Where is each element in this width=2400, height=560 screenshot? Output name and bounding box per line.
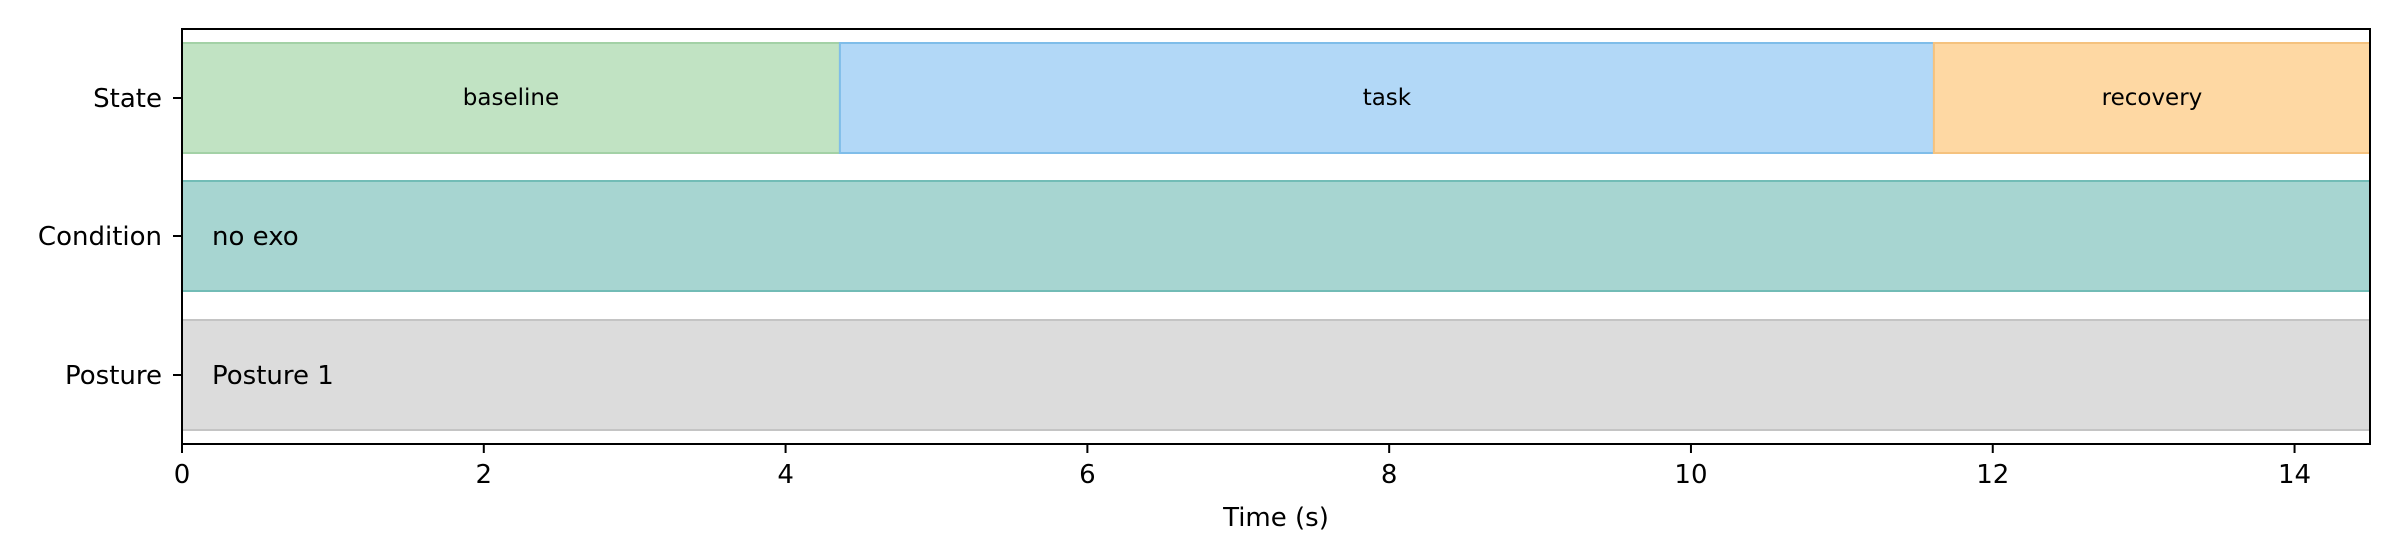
condition-segment-label: no exo [212,222,299,252]
segments-layer: baseline task recovery no exo Posture 1 [181,42,2371,431]
y-tick-label-state: State [93,84,162,114]
x-tick-label: 0 [174,460,191,490]
state-segment-label: recovery [2102,85,2203,111]
x-tick-label: 12 [1976,460,2009,490]
y-axis: State Condition Posture [38,84,182,391]
posture-segment-bar [181,319,2371,431]
x-axis: 0 2 4 6 8 10 12 14 [174,444,2311,490]
x-tick-label: 2 [476,460,493,490]
y-tick-label-posture: Posture [65,361,162,391]
x-tick-label: 14 [2278,460,2311,490]
x-tick-label: 6 [1079,460,1096,490]
x-tick-label: 8 [1381,460,1398,490]
state-segment-label: task [1363,85,1412,111]
state-segment-bar [181,42,841,154]
x-tick-label: 10 [1674,460,1707,490]
y-tick-label-condition: Condition [38,222,162,252]
x-tick-label: 4 [777,460,794,490]
x-axis-label: Time (s) [1222,503,1329,533]
state-segment-bar [838,42,1935,154]
state-segment-bar [1932,42,2371,154]
state-segment-label: baseline [463,85,559,111]
posture-segment-label: Posture 1 [212,361,334,391]
condition-segment-bar [181,180,2371,292]
